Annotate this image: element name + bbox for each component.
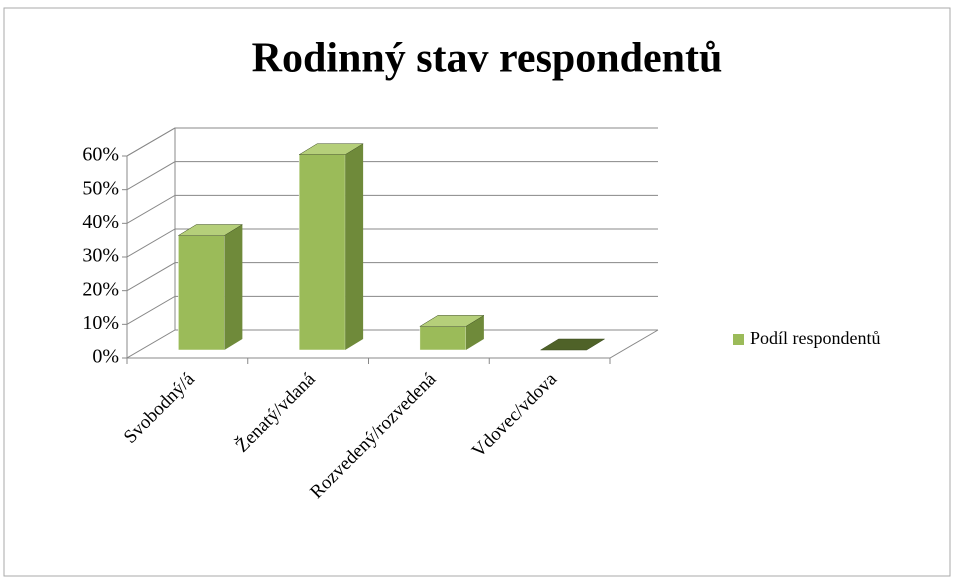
y-tick-label: 50%	[82, 177, 119, 199]
bar-front	[178, 235, 225, 351]
bar-front	[419, 326, 467, 351]
y-tick-label: 0%	[92, 346, 119, 368]
y-tick-label: 40%	[82, 211, 119, 233]
legend-label: Podíl respondentů	[750, 328, 881, 348]
y-tick-label: 20%	[82, 278, 119, 300]
bar-top	[177, 224, 244, 236]
bar-side	[224, 224, 243, 350]
y-tick-label: 30%	[82, 245, 119, 267]
bar-top	[298, 143, 365, 155]
bar-side	[345, 143, 364, 350]
bar-side	[465, 315, 484, 350]
bar-top	[418, 315, 485, 327]
y-tick-label: 60%	[82, 144, 119, 166]
bar-front	[298, 154, 346, 351]
chart-frame	[3, 7, 951, 577]
chart-title: Rodinný stav respondentů	[252, 36, 723, 82]
bar-top	[539, 338, 606, 351]
legend-swatch	[733, 334, 744, 345]
y-tick-label: 10%	[82, 312, 119, 334]
